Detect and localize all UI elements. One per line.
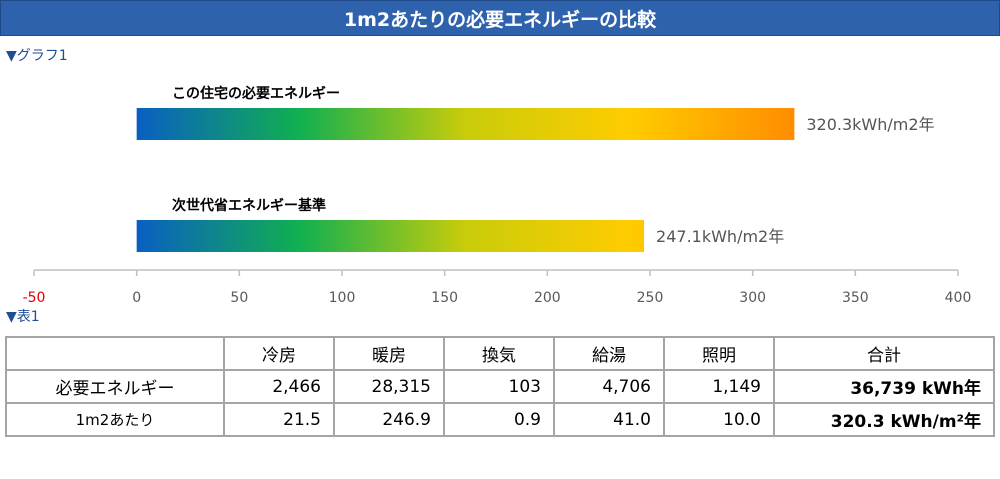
table-header-row: 冷房 暖房 換気 給湯 照明 合計 <box>5 336 995 371</box>
graph-section-label-text: ▼グラフ1 <box>6 48 68 64</box>
table-header-hot-water: 給湯 <box>553 336 665 371</box>
table-header-ventilation: 換気 <box>443 336 555 371</box>
table-cell: 4,706 <box>553 369 665 404</box>
table-row-label: 1m2あたり <box>5 402 225 437</box>
table-cell: 28,315 <box>333 369 445 404</box>
graph-section-label: ▼グラフ1 <box>6 45 68 65</box>
table-header-total: 合計 <box>773 336 995 371</box>
table-cell: 10.0 <box>663 402 775 437</box>
table-cell: 246.9 <box>333 402 445 437</box>
table-header-lighting: 照明 <box>663 336 775 371</box>
table-header-empty <box>5 336 225 371</box>
x-tick-label: 0 <box>132 290 141 302</box>
page-title-text: 1m2あたりの必要エネルギーの比較 <box>343 8 657 31</box>
x-tick-label: 350 <box>842 290 869 302</box>
table-row: 1m2あたり 21.5 246.9 0.9 41.0 10.0 320.3 kW… <box>5 402 995 437</box>
bar-category-label: この住宅の必要エネルギー <box>172 85 340 102</box>
x-tick-label: 300 <box>739 290 766 302</box>
x-tick-label: 150 <box>431 290 458 302</box>
x-tick-label: 50 <box>230 290 248 302</box>
x-tick-label: -50 <box>23 290 46 302</box>
table-cell-total: 320.3 kWh/m²年 <box>773 402 995 437</box>
table-cell: 21.5 <box>223 402 335 437</box>
table-cell: 41.0 <box>553 402 665 437</box>
bar-value-label: 320.3kWh/m2年 <box>806 115 934 134</box>
bar-value-label: 247.1kWh/m2年 <box>656 227 784 246</box>
table-section-label-text: ▼表1 <box>6 309 40 325</box>
x-tick-label: 250 <box>637 290 664 302</box>
table-row-label: 必要エネルギー <box>5 369 225 404</box>
energy-table: 冷房 暖房 換気 給湯 照明 合計 必要エネルギー 2,466 28,315 1… <box>5 336 995 437</box>
bar <box>136 108 795 140</box>
table-section-label: ▼表1 <box>6 306 40 326</box>
x-tick-label: 200 <box>534 290 561 302</box>
bar <box>136 220 645 252</box>
table-cell-total: 36,739 kWh年 <box>773 369 995 404</box>
table-row: 必要エネルギー 2,466 28,315 103 4,706 1,149 36,… <box>5 369 995 404</box>
table-cell: 0.9 <box>443 402 555 437</box>
x-tick-label: 100 <box>329 290 356 302</box>
table-header-cooling: 冷房 <box>223 336 335 371</box>
bar-category-label: 次世代省エネルギー基準 <box>172 197 326 214</box>
table-cell: 2,466 <box>223 369 335 404</box>
table-cell: 1,149 <box>663 369 775 404</box>
energy-table-wrap: 冷房 暖房 換気 給湯 照明 合計 必要エネルギー 2,466 28,315 1… <box>5 336 995 437</box>
table-header-heating: 暖房 <box>333 336 445 371</box>
x-tick-label: 400 <box>945 290 972 302</box>
page-title: 1m2あたりの必要エネルギーの比較 <box>0 0 1000 36</box>
table-cell: 103 <box>443 369 555 404</box>
